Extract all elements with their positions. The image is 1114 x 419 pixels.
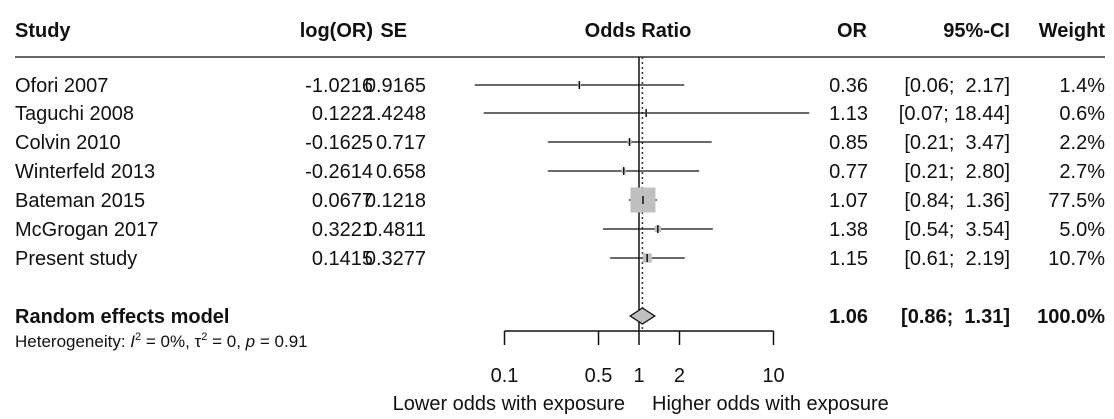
weight-value: 5.0% (1059, 219, 1105, 241)
heterogeneity-text: Heterogeneity: I2 = 0%, τ2 = 0, p = 0.91 (15, 331, 308, 351)
summary-ci: [0.86; 1.31] (901, 306, 1010, 328)
header-se: SE (380, 20, 407, 42)
logor-value: 0.3221 (312, 219, 373, 241)
tick-label: 10 (762, 365, 784, 387)
ci-value: [0.07; 18.44] (899, 103, 1010, 125)
study-name: Taguchi 2008 (15, 103, 134, 125)
logor-value: 0.1222 (312, 103, 373, 125)
ci-value: [0.21; 3.47] (904, 132, 1010, 154)
summary-or: 1.06 (829, 306, 868, 328)
ci-value: [0.21; 2.80] (904, 161, 1010, 183)
logor-value: 0.1415 (312, 248, 373, 270)
header-weight: Weight (1039, 20, 1106, 42)
se-value: 0.9165 (365, 75, 426, 97)
study-row: Colvin 2010 -0.1625 0.717 0.85 [0.21; 3.47] 2… (15, 132, 1105, 154)
tick-label: 0.1 (491, 365, 519, 387)
or-value: 0.36 (829, 75, 868, 97)
ci-value: [0.06; 2.17] (904, 75, 1010, 97)
study-name: Colvin 2010 (15, 132, 121, 154)
se-value: 0.717 (376, 132, 426, 154)
weight-value: 2.7% (1059, 161, 1105, 183)
or-value: 0.85 (829, 132, 868, 154)
study-name: Present study (15, 248, 137, 270)
study-row: Winterfeld 2013 -0.2614 0.658 0.77 [0.21; 2.… (15, 161, 1105, 183)
ci-value: [0.61; 2.19] (904, 248, 1010, 270)
header-ci: 95%-CI (943, 20, 1010, 42)
ci-value: [0.84; 1.36] (904, 190, 1010, 212)
se-value: 0.658 (376, 161, 426, 183)
ci-value: [0.54; 3.54] (904, 219, 1010, 241)
summary-label: Random effects model (15, 306, 229, 328)
study-name: Winterfeld 2013 (15, 161, 155, 183)
se-value: 0.4811 (366, 219, 426, 241)
x-axis: 0.1 0.5 1 2 10 (491, 330, 785, 387)
header-study: Study (15, 20, 71, 42)
study-name: Ofori 2007 (15, 75, 108, 97)
logor-value: -0.2614 (305, 161, 373, 183)
se-value: 1.4248 (365, 103, 426, 125)
or-value: 0.77 (829, 161, 868, 183)
se-value: 0.1218 (365, 190, 426, 212)
axis-label-higher: Higher odds with exposure (652, 393, 889, 415)
summary-row: Random effects model 1.06 [0.86; 1.31] 100.… (15, 306, 1105, 328)
header-logor: log(OR) (300, 20, 373, 42)
weight-value: 0.6% (1059, 103, 1105, 125)
tick-label: 0.5 (585, 365, 613, 387)
tick-label: 2 (674, 365, 685, 387)
study-name: McGrogan 2017 (15, 219, 158, 241)
header-or: OR (837, 20, 868, 42)
weight-value: 10.7% (1048, 248, 1105, 270)
weight-value: 1.4% (1059, 75, 1105, 97)
header-odds-ratio: Odds Ratio (585, 20, 692, 42)
study-name: Bateman 2015 (15, 190, 145, 212)
summary-diamond (629, 307, 656, 325)
header-row: Study log(OR) SE Odds Ratio OR 95%-CI We… (15, 20, 1105, 42)
logor-value: 0.0677 (312, 190, 373, 212)
logor-value: -0.1625 (305, 132, 373, 154)
or-value: 1.15 (829, 248, 868, 270)
axis-label-lower: Lower odds with exposure (393, 393, 625, 415)
or-value: 1.13 (829, 103, 868, 125)
logor-value: -1.0216 (305, 75, 373, 97)
summary-weight: 100.0% (1037, 306, 1105, 328)
or-value: 1.07 (829, 190, 868, 212)
se-value: 0.3277 (365, 248, 426, 270)
or-value: 1.38 (829, 219, 868, 241)
weight-value: 77.5% (1048, 190, 1105, 212)
tick-label: 1 (633, 365, 644, 387)
weight-value: 2.2% (1059, 132, 1105, 154)
